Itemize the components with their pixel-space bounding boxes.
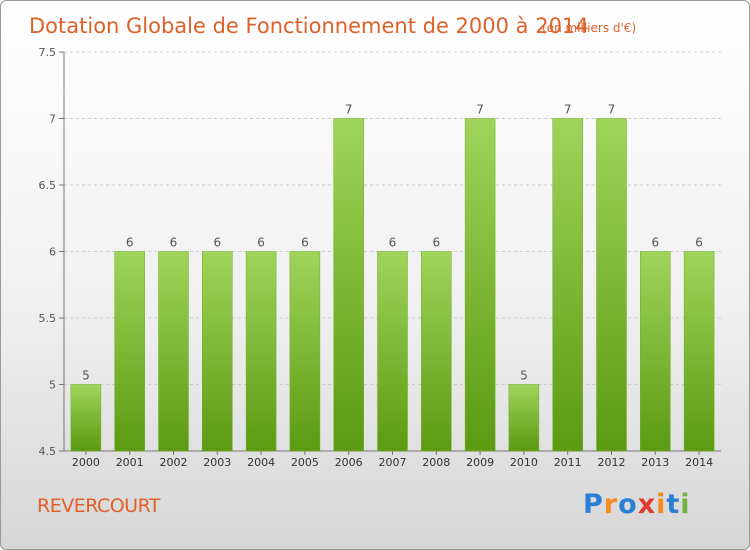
logo-letter: i [656, 489, 667, 520]
bar [464, 118, 496, 452]
data-label: 6 [126, 236, 134, 250]
logo-letter: r [603, 489, 619, 520]
x-tick-label: 2006 [335, 456, 363, 469]
bar [508, 384, 540, 452]
bar [158, 251, 189, 452]
y-tick-label: 4.5 [39, 445, 57, 458]
x-tick-label: 2002 [160, 456, 188, 469]
data-label: 6 [213, 236, 221, 250]
logo-letter: t [666, 489, 681, 520]
bar [114, 251, 145, 452]
chart-title: Dotation Globale de Fonctionnement de 20… [29, 14, 589, 38]
data-label: 6 [651, 236, 659, 250]
data-label: 5 [82, 369, 90, 383]
x-tick-label: 2011 [554, 456, 582, 469]
bar [683, 251, 715, 452]
logo-letter: P [583, 489, 604, 520]
bar-layer: 5 6 6 6 6 6 7 6 6 7 5 7 7 6 6 [70, 103, 715, 452]
bar [596, 118, 627, 452]
data-label: 6 [257, 236, 265, 250]
data-label: 7 [476, 103, 484, 117]
x-tick-label: 2007 [379, 456, 407, 469]
data-label: 7 [345, 103, 353, 117]
axis-layer: 4.5 5 5.5 6 6.5 7 7.5 2000 2001 2002 2003 2004 2005 2… [39, 46, 721, 469]
data-label: 6 [432, 236, 440, 250]
data-label: 7 [608, 103, 616, 117]
x-tick-label: 2000 [72, 456, 100, 469]
y-tick-label: 5.5 [39, 312, 57, 325]
x-tick-label: 2009 [466, 456, 494, 469]
bar [202, 251, 233, 452]
bar [245, 251, 277, 452]
data-label: 7 [564, 103, 572, 117]
y-tick-label: 7.5 [39, 46, 57, 59]
logo-letter: i [680, 489, 691, 520]
x-tick-label: 2013 [641, 456, 669, 469]
y-tick-label: 6 [49, 246, 56, 259]
bar [552, 118, 583, 452]
bar [70, 384, 102, 452]
bar [640, 251, 671, 452]
bar [421, 251, 452, 452]
y-tick-label: 5 [49, 379, 56, 392]
bar [333, 118, 364, 452]
x-tick-label: 2008 [422, 456, 450, 469]
data-label: 5 [520, 369, 528, 383]
logo-letter: o [618, 489, 638, 520]
logo-letter: x [637, 489, 657, 520]
x-tick-label: 2014 [685, 456, 713, 469]
data-label: 6 [301, 236, 309, 250]
x-tick-label: 2005 [291, 456, 319, 469]
chart-unit: (en milliers d'€) [542, 21, 636, 35]
y-tick-label: 7 [49, 113, 56, 126]
data-label: 6 [695, 236, 703, 250]
data-label: 6 [170, 236, 178, 250]
commune-name: REVERCOURT [37, 495, 161, 517]
x-tick-label: 2001 [116, 456, 144, 469]
x-tick-label: 2010 [510, 456, 538, 469]
data-label: 6 [389, 236, 397, 250]
y-tick-label: 6.5 [39, 179, 57, 192]
bar [377, 251, 408, 452]
proxiti-logo[interactable]: Proxiti [583, 489, 691, 520]
bar [289, 251, 321, 452]
x-tick-label: 2004 [247, 456, 275, 469]
x-tick-label: 2003 [203, 456, 231, 469]
x-tick-label: 2012 [598, 456, 626, 469]
